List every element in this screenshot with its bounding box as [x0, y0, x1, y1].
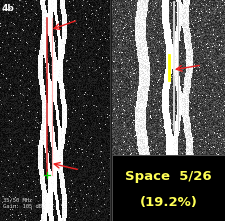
Text: (19.2%): (19.2%) [140, 196, 198, 209]
Bar [112, 155, 225, 221]
Text: Space  5/26: Space 5/26 [125, 170, 212, 183]
Text: 4b: 4b [2, 4, 15, 13]
Text: 35/50 MHz
Gain: 105 dB: 35/50 MHz Gain: 105 dB [3, 198, 42, 209]
Bar [0, 0, 110, 221]
Bar [112, 0, 225, 155]
